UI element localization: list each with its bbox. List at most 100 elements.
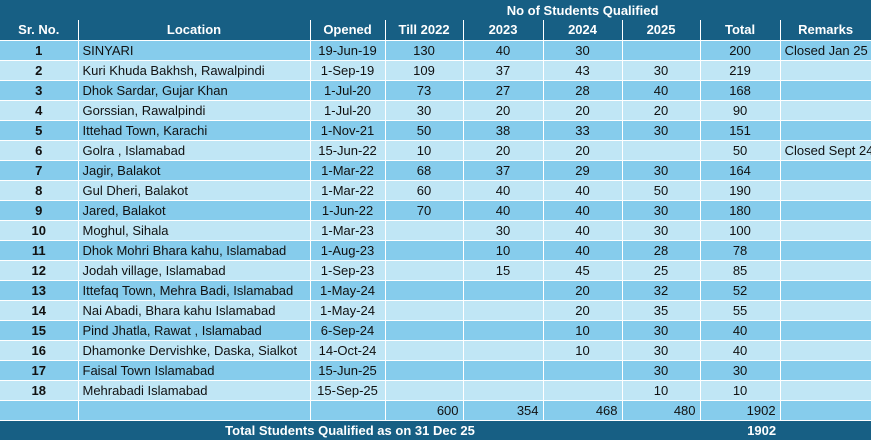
table-cell bbox=[385, 280, 464, 301]
table-cell: 14 bbox=[0, 300, 79, 321]
table-cell bbox=[780, 220, 871, 241]
totals-row: 600 354 468 480 1902 bbox=[0, 400, 871, 421]
table-row: 7 Jagir, Balakot 1-Mar-22 68 37 29 30 164 bbox=[0, 160, 871, 181]
table-cell bbox=[385, 300, 464, 321]
table-cell: Ittefaq Town, Mehra Badi, Islamabad bbox=[78, 280, 311, 301]
table-cell: 10 bbox=[385, 140, 464, 161]
table-cell: 38 bbox=[463, 120, 544, 141]
table-cell: 30 bbox=[700, 360, 781, 381]
table-cell: 30 bbox=[622, 220, 701, 241]
table-cell bbox=[385, 320, 464, 341]
table-cell: 50 bbox=[700, 140, 781, 161]
total-cell: 354 bbox=[463, 400, 544, 421]
table-row: 1 SINYARI 19-Jun-19 130 40 30 200 Closed Jan 25 bbox=[0, 40, 871, 61]
table-cell: Closed Jan 25 bbox=[780, 40, 871, 61]
table-cell: 14-Oct-24 bbox=[310, 340, 386, 361]
table-cell: 52 bbox=[700, 280, 781, 301]
table-cell: 20 bbox=[543, 100, 623, 121]
table-row: 6 Golra , Islamabad 15-Jun-22 10 20 20 50 Close… bbox=[0, 140, 871, 161]
table-cell bbox=[780, 180, 871, 201]
table-cell: Dhok Sardar, Gujar Khan bbox=[78, 80, 311, 101]
table-cell bbox=[780, 340, 871, 361]
column-header: 2024 bbox=[543, 20, 623, 41]
table-cell: Golra , Islamabad bbox=[78, 140, 311, 161]
table-cell: 1-Nov-21 bbox=[310, 120, 386, 141]
table-cell: 1-Aug-23 bbox=[310, 240, 386, 261]
table-row: 16 Dhamonke Dervishke, Daska, Sialkot 14-O… bbox=[0, 340, 871, 361]
table-cell: 1-May-24 bbox=[310, 300, 386, 321]
table-row: 3 Dhok Sardar, Gujar Khan 1-Jul-20 73 27 28 40… bbox=[0, 80, 871, 101]
table-cell: 180 bbox=[700, 200, 781, 221]
table-cell: 6-Sep-24 bbox=[310, 320, 386, 341]
group-header: No of Students Qualified bbox=[385, 0, 781, 20]
table-cell: 151 bbox=[700, 120, 781, 141]
table-cell: 2 bbox=[0, 60, 79, 81]
table-cell: 37 bbox=[463, 160, 544, 181]
column-header: Till 2022 bbox=[385, 20, 464, 41]
column-header: Sr. No. bbox=[0, 20, 79, 41]
table-cell: 30 bbox=[622, 200, 701, 221]
table-cell bbox=[622, 40, 701, 61]
table-cell: 70 bbox=[385, 200, 464, 221]
table-cell: 5 bbox=[0, 120, 79, 141]
table-cell: 68 bbox=[385, 160, 464, 181]
table-cell bbox=[780, 300, 871, 321]
table-cell: 30 bbox=[622, 320, 701, 341]
table-cell: 32 bbox=[622, 280, 701, 301]
table-cell: 60 bbox=[385, 180, 464, 201]
table-cell: 1 bbox=[0, 40, 79, 61]
total-cell: 480 bbox=[622, 400, 701, 421]
table-cell: Jagir, Balakot bbox=[78, 160, 311, 181]
table-cell: 7 bbox=[0, 160, 79, 181]
table-cell: 100 bbox=[700, 220, 781, 241]
table-cell: Nai Abadi, Bhara kahu Islamabad bbox=[78, 300, 311, 321]
table-cell bbox=[463, 360, 544, 381]
table-cell: Gul Dheri, Balakot bbox=[78, 180, 311, 201]
table-cell bbox=[543, 360, 623, 381]
table-cell: 15-Sep-25 bbox=[310, 380, 386, 401]
table-cell: 1-Jun-22 bbox=[310, 200, 386, 221]
total-cell: 1902 bbox=[700, 400, 781, 421]
table-cell: 219 bbox=[700, 60, 781, 81]
column-header: Opened bbox=[310, 20, 386, 41]
table-cell: 8 bbox=[0, 180, 79, 201]
table-cell bbox=[780, 120, 871, 141]
table-row: 12 Jodah village, Islamabad 1-Sep-23 15 45 25… bbox=[0, 260, 871, 281]
table-cell: 1-Jul-20 bbox=[310, 80, 386, 101]
table-cell: 37 bbox=[463, 60, 544, 81]
table-cell: 40 bbox=[543, 220, 623, 241]
table-cell: Moghul, Sihala bbox=[78, 220, 311, 241]
table-cell bbox=[780, 280, 871, 301]
table-cell bbox=[385, 260, 464, 281]
table-cell: 50 bbox=[385, 120, 464, 141]
table-row: 8 Gul Dheri, Balakot 1-Mar-22 60 40 40 50 190 bbox=[0, 180, 871, 201]
table-cell: 12 bbox=[0, 260, 79, 281]
table-cell: Dhok Mohri Bhara kahu, Islamabad bbox=[78, 240, 311, 261]
table-cell: 164 bbox=[700, 160, 781, 181]
table-cell bbox=[780, 80, 871, 101]
table-cell bbox=[780, 380, 871, 401]
footer-label: Total Students Qualified as on 31 Dec 25 bbox=[0, 420, 701, 440]
table-cell: 3 bbox=[0, 80, 79, 101]
column-header: 2023 bbox=[463, 20, 544, 41]
table-row: 13 Ittefaq Town, Mehra Badi, Islamabad 1-M… bbox=[0, 280, 871, 301]
table-cell: 40 bbox=[543, 240, 623, 261]
table-row: 18 Mehrabadi Islamabad 15-Sep-25 10 10 bbox=[0, 380, 871, 401]
table-cell: 27 bbox=[463, 80, 544, 101]
table-cell: 10 bbox=[543, 340, 623, 361]
table-cell: 6 bbox=[0, 140, 79, 161]
table-cell: 55 bbox=[700, 300, 781, 321]
table-cell bbox=[780, 320, 871, 341]
table-cell: 15 bbox=[0, 320, 79, 341]
column-header: Remarks bbox=[780, 20, 871, 41]
table-cell: 11 bbox=[0, 240, 79, 261]
table-cell: 40 bbox=[463, 180, 544, 201]
table-cell: Pind Jhatla, Rawat , Islamabad bbox=[78, 320, 311, 341]
table-cell bbox=[463, 320, 544, 341]
table-row: 10 Moghul, Sihala 1-Mar-23 30 40 30 100 bbox=[0, 220, 871, 241]
table-cell: 28 bbox=[622, 240, 701, 261]
table-cell: 19-Jun-19 bbox=[310, 40, 386, 61]
table-cell: 33 bbox=[543, 120, 623, 141]
footer-row: Total Students Qualified as on 31 Dec 25… bbox=[0, 420, 871, 440]
